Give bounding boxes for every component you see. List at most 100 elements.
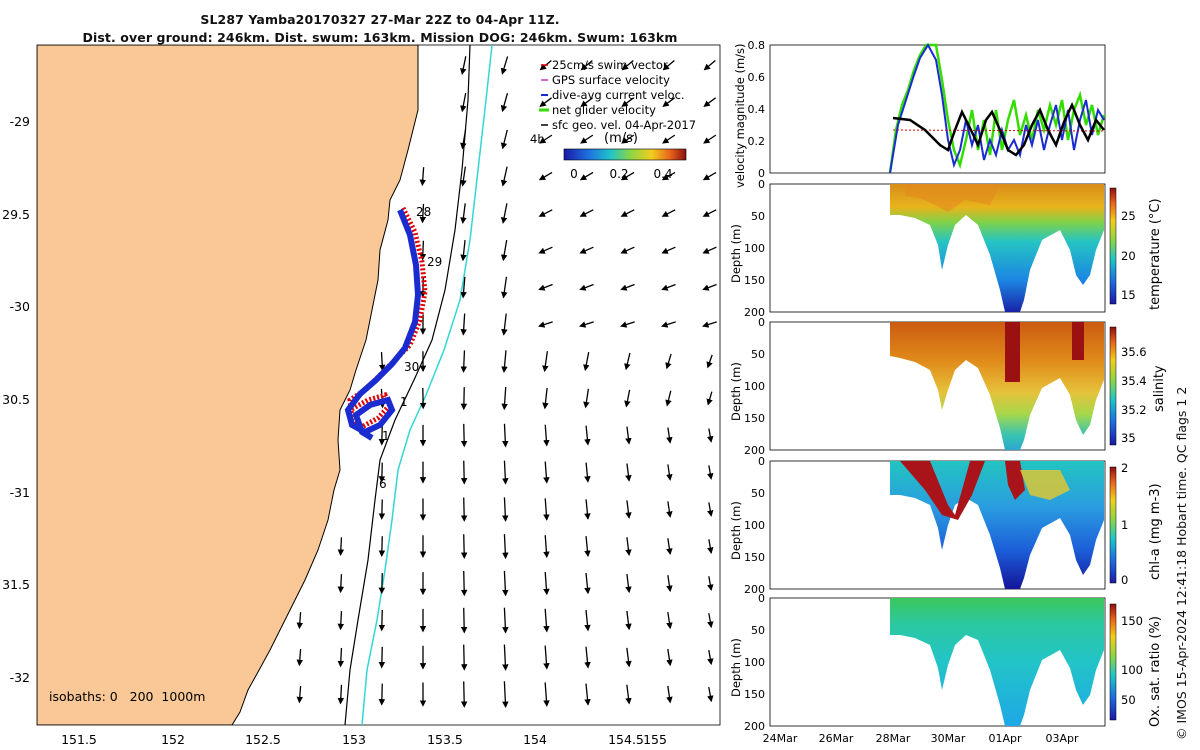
temp-cbar-tick: 15 (1121, 288, 1136, 302)
velocity-arrow (460, 129, 467, 150)
day-label-29: 29 (427, 255, 442, 269)
velocity-arrow (460, 240, 467, 262)
velocity-arrow (296, 612, 304, 630)
depth-tick: 100 (744, 242, 765, 255)
temperature-panel (769, 183, 1106, 313)
velocity-arrow (460, 56, 467, 75)
oxygen-label: Ox. sat. ratio (%) (1148, 616, 1163, 727)
velocity-arrow (707, 576, 714, 592)
glider-track (344, 206, 428, 441)
velocity-arrow (502, 570, 509, 597)
velocity-arrow (460, 313, 467, 336)
velocity-arrow (460, 387, 468, 411)
velocity-arrow (378, 683, 386, 706)
velocity-arrow (501, 350, 508, 373)
salinity-label: salinity (1152, 365, 1167, 412)
lon-tick: 152.5 (245, 732, 281, 747)
temperature-section (890, 184, 1104, 312)
velocity-arrow (543, 571, 550, 596)
velocity-arrow (460, 203, 467, 224)
lat-tick: 30.5 (2, 392, 30, 407)
depth-ylabel: Depth (m) (729, 362, 743, 421)
lat-tick: -30 (10, 299, 30, 314)
depth-tick: 200 (744, 583, 765, 596)
depth-ylabel: Depth (m) (729, 224, 743, 283)
sal-cbar-tick: 35 (1121, 431, 1136, 445)
map-legend: 25cm/s swim vector GPS surface velocity … (530, 58, 696, 181)
chla-cbar-tick: 0 (1121, 573, 1128, 587)
velocity-arrow (337, 574, 345, 594)
velocity-arrow (625, 537, 632, 557)
velocity-arrow (584, 462, 591, 483)
oxygen-colorbar (1109, 603, 1117, 721)
sal-cbar-tick: 35.6 (1121, 345, 1147, 359)
velocity-arrow (500, 56, 509, 75)
depth-tick: 50 (751, 624, 765, 637)
velocity-arrow (620, 283, 635, 291)
velocity-arrow (625, 610, 632, 631)
velocity-arrow (666, 427, 673, 444)
lat-tick-labels: -29 29.5 -30 30.5 -31 31.5 -32 (2, 114, 30, 685)
velocity-arrow (460, 607, 468, 634)
velocity-arrow (538, 246, 553, 254)
lon-tick: 154.5 (608, 732, 644, 747)
velocity-arrow (625, 647, 632, 668)
velocity-arrow (378, 646, 386, 669)
lon-tick-labels: 151.5 152 152.5 153 153.5 154 154.5 155 (61, 732, 667, 747)
section-colorbars: 25 20 15 temperature (°C) 35.6 35.4 35.2… (1109, 187, 1167, 727)
velocity-arrow (702, 246, 717, 254)
isobath-1000m (361, 45, 493, 725)
depth-tick: 50 (751, 487, 765, 500)
velocity-arrow (666, 538, 673, 556)
depth-ylabel: Depth (m) (729, 501, 743, 560)
velocity-arrow (378, 573, 386, 595)
depth-tick: 0 (758, 592, 765, 605)
sal-cbar-tick: 35.4 (1121, 374, 1147, 388)
ox-cbar-tick: 150 (1121, 614, 1143, 628)
legend-gps-velocity: GPS surface velocity (552, 73, 670, 87)
velocity-arrow (502, 423, 509, 448)
depth-tick: 100 (744, 656, 765, 669)
colorbar-tick: 0 (570, 167, 578, 181)
velocity-arrow (337, 537, 345, 557)
day-label-1b: 1 (382, 429, 390, 443)
velocity-arrow (584, 572, 591, 595)
velocity-arrow (460, 644, 468, 671)
chla-colorbar (1109, 466, 1117, 584)
day-label-1a: 1 (400, 395, 408, 409)
depth-ticks: 0 50 100 150 200 0 50 100 150 200 0 50 1… (744, 178, 765, 733)
velocity-arrow (707, 465, 714, 480)
velocity-arrow (542, 387, 549, 410)
salinity-colorbar (1109, 326, 1117, 446)
velocity-arrow (666, 648, 673, 667)
velocity-arrow (662, 59, 675, 71)
velocity-arrow (419, 203, 427, 224)
velocity-arrow (502, 681, 509, 709)
legend-sfc-geo-vel: sfc geo. vel. 04-Apr-2017 (552, 118, 696, 132)
velocity-arrow (460, 534, 468, 560)
time-tick: 01Apr (988, 732, 1022, 745)
lon-tick: 153.5 (427, 732, 463, 747)
chla-cbar-tick: 2 (1121, 461, 1128, 475)
depth-tick: 50 (751, 348, 765, 361)
velocity-arrow (707, 428, 714, 443)
velocity-arrow (620, 246, 635, 254)
credit-text: © IMOS 15-Apr-2024 12:41:18 Hobart time.… (1174, 386, 1189, 740)
vel-ylabel: velocity magnitude (m/s) (733, 43, 747, 188)
velocity-arrow (539, 97, 552, 107)
velocity-arrow (378, 352, 386, 372)
velocity-arrow (661, 209, 676, 217)
depth-tick: 150 (744, 412, 765, 425)
velocity-arrow (706, 391, 713, 406)
velocity-arrow (460, 497, 468, 522)
depth-tick: 150 (744, 274, 765, 287)
velocity-arrow (539, 134, 553, 144)
velocity-arrow (543, 424, 550, 447)
depth-tick: 50 (751, 210, 765, 223)
depth-tick: 150 (744, 551, 765, 564)
oxygen-panel (769, 597, 1106, 727)
velocity-arrow (621, 134, 635, 144)
geo-velocity-line (892, 101, 1105, 157)
velocity-arrow (460, 166, 467, 187)
velocity-arrow (666, 501, 673, 518)
